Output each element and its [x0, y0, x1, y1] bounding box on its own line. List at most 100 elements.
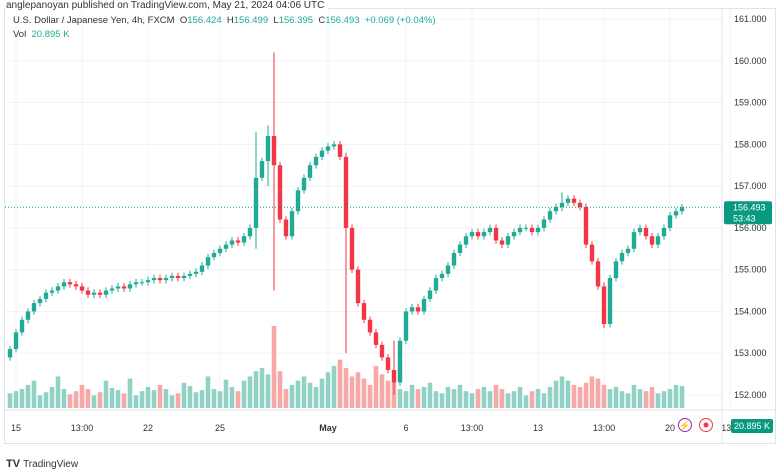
candle-body [487, 227, 493, 233]
candle-body [445, 265, 451, 274]
volume-bar [583, 382, 589, 408]
volume-bar [445, 386, 451, 408]
candle-body [97, 292, 103, 295]
lightning-icon[interactable] [678, 418, 692, 432]
high-value: 156.499 [233, 15, 269, 26]
candle-body [187, 273, 193, 276]
volume-bar [679, 385, 685, 408]
countdown-label: 53:43 [733, 213, 756, 223]
candle-body [421, 298, 427, 312]
candle-body [361, 303, 367, 320]
volume-bar [25, 384, 31, 408]
volume-bar [199, 390, 205, 408]
candle-body [337, 144, 343, 157]
candle-body [247, 227, 253, 237]
candle-body [379, 344, 385, 358]
footer: TV TradingView [6, 458, 78, 470]
volume-bar [235, 391, 241, 408]
volume-badge [731, 419, 773, 433]
volume-bar [475, 389, 481, 408]
volume-bar [457, 384, 463, 408]
candle-body [565, 198, 571, 203]
time-tick-label: 13:00 [71, 423, 94, 433]
volume-value: 20.895 K [31, 29, 70, 40]
brand-name[interactable]: TradingView [23, 458, 79, 470]
tradingview-logo-icon: TV [6, 458, 21, 470]
volume-bar [553, 380, 559, 408]
price-tick-label: 158.000 [734, 139, 767, 149]
last-price-label: 156.493 [733, 202, 766, 212]
candle-body [253, 177, 259, 228]
volume-bar [409, 384, 415, 408]
close-value: 156.493 [325, 15, 360, 26]
volume-bar [79, 384, 85, 408]
candle-body [133, 282, 139, 285]
candle-body [433, 278, 439, 291]
volume-bar [121, 393, 127, 408]
volume-bar [319, 378, 325, 408]
candle-body [7, 349, 13, 358]
candle-body [553, 207, 559, 212]
last-price-badge [724, 201, 772, 225]
candle-body [265, 135, 271, 162]
volume-bar [673, 384, 679, 408]
close-label: C [318, 15, 326, 26]
candle-body [241, 236, 247, 243]
candle-body [55, 286, 61, 291]
volume-bar [379, 374, 385, 408]
candle-body [505, 236, 511, 245]
last-volume-label: 20.895 K [734, 421, 770, 431]
volume-bar [655, 393, 661, 408]
candle-body [343, 156, 349, 228]
volume-bar [49, 386, 55, 408]
candle-body [211, 252, 217, 258]
volume-bar [145, 386, 151, 408]
candle-body [427, 290, 433, 299]
candle-body [529, 227, 535, 233]
volume-bar [193, 392, 199, 408]
candle-body [373, 332, 379, 345]
time-tick-label: 20 [665, 423, 675, 433]
volume-bar [55, 376, 61, 408]
candle-body [37, 298, 43, 304]
candle-body [289, 211, 295, 237]
candle-body [157, 278, 163, 281]
candle-body [193, 271, 199, 274]
volume-bar [631, 384, 637, 408]
volume-bar [271, 326, 277, 408]
time-tick-label: 6 [403, 423, 408, 433]
candle-body [277, 165, 283, 220]
time-tick-label: May [319, 423, 337, 433]
volume-bar [109, 388, 115, 408]
chart-frame [4, 8, 776, 444]
volume-bar [313, 386, 319, 408]
volume-bar [385, 380, 391, 408]
candle-body [217, 248, 223, 253]
candle-body [649, 236, 655, 245]
volume-bar [433, 391, 439, 408]
volume-bar [97, 392, 103, 408]
volume-bar [211, 389, 217, 408]
volume-bar [361, 378, 367, 408]
candle-body [463, 236, 469, 245]
volume-bar [619, 391, 625, 408]
time-tick-label: 13:0 [721, 423, 739, 433]
candle-body [679, 207, 685, 212]
volume-bar [349, 376, 355, 408]
volume-bar [373, 365, 379, 408]
candle-body [103, 290, 109, 295]
volume-bar [247, 376, 253, 408]
high-label: H [226, 15, 234, 26]
candle-body [271, 135, 277, 166]
candle-body [319, 150, 325, 157]
candle-body [607, 278, 613, 324]
candle-body [349, 227, 355, 270]
volume-bar [289, 384, 295, 408]
volume-bar [13, 391, 19, 408]
candle-body [541, 219, 547, 228]
candle-body [73, 284, 79, 287]
candle-body [331, 144, 337, 147]
price-tick-label: 160.000 [734, 56, 767, 66]
volume-bar [127, 378, 133, 408]
